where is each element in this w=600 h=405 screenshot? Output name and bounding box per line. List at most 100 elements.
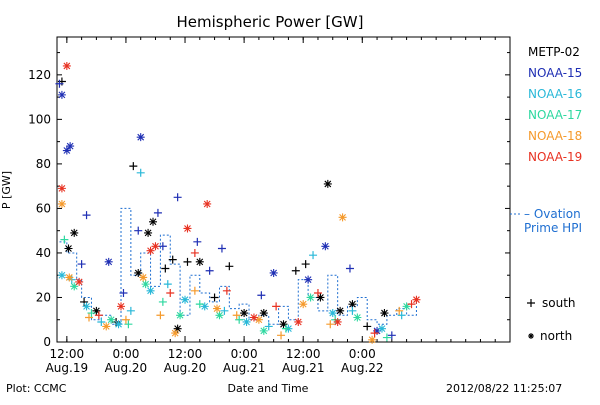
- point-north-noaa-18: [139, 273, 148, 282]
- point-north-metp-02: [64, 244, 73, 253]
- point-south-noaa-17: [195, 300, 204, 309]
- point-north-metp-02: [323, 179, 332, 188]
- x-tick-label: 12:00: [50, 347, 85, 361]
- x-tick-label: 12:00: [286, 347, 321, 361]
- point-south-noaa-19: [190, 248, 199, 257]
- y-axis-ticks: 0 20 40 60 80 100 120: [28, 52, 510, 349]
- point-north-noaa-16: [114, 320, 123, 329]
- point-south-noaa-17: [158, 297, 167, 306]
- point-south-metp-02: [168, 255, 177, 264]
- point-south-metp-02: [225, 262, 234, 271]
- point-north-noaa-15: [304, 275, 313, 284]
- point-north-noaa-17: [107, 315, 116, 324]
- north-marker-icon: [528, 333, 534, 339]
- point-north-noaa-17: [353, 313, 362, 322]
- point-north-noaa-19: [62, 61, 71, 70]
- point-north-metp-02: [240, 309, 249, 318]
- point-north-noaa-15: [66, 142, 75, 151]
- ovation-legend-label: Prime HPI: [524, 221, 582, 235]
- south-marker-label: south: [542, 296, 576, 310]
- point-north-metp-02: [195, 257, 204, 266]
- x-tick-date-label: Aug.20: [164, 361, 207, 375]
- y-tick-label: 20: [36, 290, 51, 304]
- point-south-noaa-16: [220, 306, 229, 315]
- point-north-noaa-17: [176, 311, 185, 320]
- point-north-noaa-19: [183, 224, 192, 233]
- point-north-noaa-15: [321, 242, 330, 251]
- hpi-step-path: [59, 207, 417, 325]
- point-north-noaa-18: [65, 273, 74, 282]
- south-marker-icon: [527, 299, 535, 307]
- point-south-noaa-16: [264, 322, 273, 331]
- point-north-noaa-19: [294, 317, 303, 326]
- legend-entry-noaa-19: NOAA-19: [528, 150, 582, 164]
- point-north-noaa-16: [328, 309, 337, 318]
- x-axis-label: Date and Time: [228, 382, 309, 395]
- point-south-noaa-17: [124, 320, 133, 329]
- point-north-noaa-16: [146, 286, 155, 295]
- point-north-noaa-19: [412, 295, 421, 304]
- point-north-noaa-17: [402, 302, 411, 311]
- point-north-noaa-16: [377, 324, 386, 333]
- point-south-noaa-18: [395, 306, 404, 315]
- ovation-legend-label: – Ovation: [524, 207, 581, 221]
- point-south-noaa-19: [370, 329, 379, 338]
- point-south-noaa-15: [173, 193, 182, 202]
- point-south-noaa-18: [85, 313, 94, 322]
- point-south-noaa-15: [205, 266, 214, 275]
- point-north-noaa-18: [368, 335, 377, 344]
- y-tick-label: 120: [28, 68, 51, 82]
- north-marker-label: north: [540, 329, 572, 343]
- legend-entry-noaa-18: NOAA-18: [528, 129, 582, 143]
- point-north-metp-02: [92, 306, 101, 315]
- x-tick-date-label: Aug.20: [105, 361, 148, 375]
- point-south-noaa-16: [136, 168, 145, 177]
- point-north-metp-02: [70, 228, 79, 237]
- point-south-metp-02: [301, 260, 310, 269]
- point-north-noaa-17: [259, 326, 268, 335]
- chart-title: Hemispheric Power [GW]: [177, 13, 364, 31]
- point-north-noaa-18: [254, 315, 263, 324]
- point-north-metp-02: [348, 300, 357, 309]
- point-south-noaa-19: [313, 289, 322, 298]
- x-tick-date-label: Aug.21: [282, 361, 325, 375]
- point-north-noaa-17: [215, 311, 224, 320]
- point-north-noaa-19: [333, 317, 342, 326]
- point-north-metp-02: [336, 306, 345, 315]
- point-north-metp-02: [134, 268, 143, 277]
- y-tick-label: 60: [36, 201, 51, 215]
- x-axis-ticks: 12:00Aug.190:00Aug.2012:00Aug.200:00Aug.…: [46, 37, 511, 375]
- point-north-noaa-19: [203, 199, 212, 208]
- point-south-noaa-18: [277, 331, 286, 340]
- y-tick-label: 0: [43, 335, 51, 349]
- point-north-noaa-18: [299, 300, 308, 309]
- point-south-noaa-15: [77, 260, 86, 269]
- point-north-noaa-16: [200, 302, 209, 311]
- point-north-metp-02: [316, 293, 325, 302]
- point-south-metp-02: [161, 264, 170, 273]
- point-north-noaa-18: [213, 304, 222, 313]
- point-south-noaa-16: [348, 306, 357, 315]
- legend-entry-noaa-15: NOAA-15: [528, 66, 582, 80]
- point-south-noaa-19: [166, 289, 175, 298]
- point-south-noaa-15: [387, 331, 396, 340]
- x-tick-label: 0:00: [231, 347, 258, 361]
- point-south-metp-02: [291, 266, 300, 275]
- point-north-noaa-19: [57, 184, 66, 193]
- point-north-metp-02: [380, 309, 389, 318]
- point-north-noaa-18: [102, 322, 111, 331]
- point-north-noaa-15: [136, 133, 145, 142]
- x-tick-date-label: Aug.19: [46, 361, 89, 375]
- legend-entry-metp-02: METP-02: [528, 45, 580, 59]
- point-north-noaa-18: [338, 213, 347, 222]
- point-north-noaa-18: [57, 199, 66, 208]
- y-tick-label: 100: [28, 112, 51, 126]
- point-south-noaa-16: [97, 317, 106, 326]
- point-south-noaa-15: [55, 79, 64, 88]
- point-north-metp-02: [144, 228, 153, 237]
- point-south-noaa-18: [190, 286, 199, 295]
- point-south-noaa-15: [153, 208, 162, 217]
- point-north-noaa-19: [117, 302, 126, 311]
